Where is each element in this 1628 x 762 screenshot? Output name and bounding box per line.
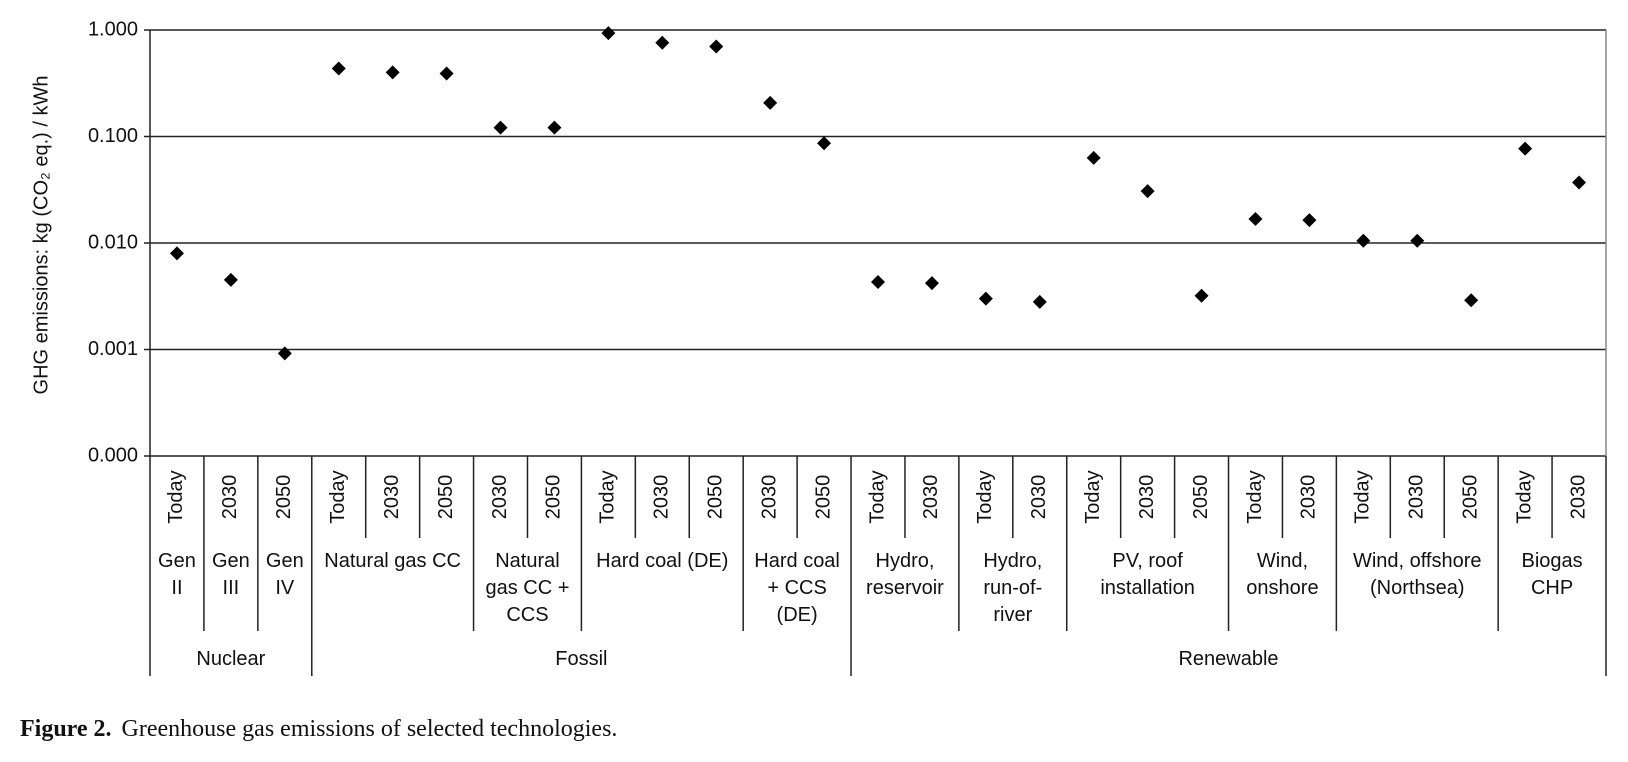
x-tick-label: Today [1513,470,1535,523]
technology-label: Hydro, run-of-river [983,550,1043,626]
x-tick-label: 2050 [543,475,565,520]
y-tick-label: 0.001 [88,338,138,360]
y-axis-label: GHG emissions: kg (CO₂ eq.) / kWh [30,76,52,395]
x-tick-label: 2030 [381,475,403,520]
point [1464,293,1479,308]
technology-label: Hard coal + CCS (DE) [754,550,840,626]
caption: Figure 2. Greenhouse gas emissions of sel… [20,716,617,743]
x-tick-label: Today [165,470,187,523]
x-tick-label: 2050 [1190,475,1212,520]
technology-label: Wind, offshore (Northsea) [1352,550,1482,599]
point [331,61,346,76]
x-tick-label: 2050 [435,475,457,520]
point [1248,212,1263,227]
point [978,291,993,306]
technology-label: Wind, onshore [1246,550,1319,599]
y-tick-label: 0.000 [88,444,138,466]
x-tick-label: 2030 [920,475,942,520]
technology-label: Natural gas CC + CCS [485,550,570,626]
x-tick-label: Today [327,470,349,523]
x-tick-label: 2030 [219,475,241,520]
point [1194,288,1209,303]
x-tick-label: 2030 [651,475,673,520]
x-tick-label: 2030 [758,475,780,520]
x-tick-label: Today [597,470,619,523]
x-tick-label: 2030 [1136,475,1158,520]
technology-label: Hydro, reservoir [866,550,944,599]
point [1518,141,1533,156]
point [439,66,454,81]
point [223,272,238,287]
caption-label: Figure 2. [20,716,112,742]
point [817,136,832,151]
x-tick-label: Today [974,470,996,523]
point [1032,294,1047,309]
technology-label: Hard coal (DE) [596,550,729,572]
x-tick-label: 2050 [273,475,295,520]
technology-label: PV, roof installation [1100,550,1195,599]
point [493,120,508,135]
x-tick-label: Today [1244,470,1266,523]
point [547,120,562,135]
point [169,246,184,261]
x-tick-label: 2030 [1298,475,1320,520]
x-tick-label: 2050 [705,475,727,520]
technology-label: Gen II [158,550,196,599]
x-tick-label: 2030 [489,475,511,519]
group-label: Nuclear [196,648,266,670]
x-tick-label: Today [1352,470,1374,523]
x-tick-label: 2030 [1028,475,1050,520]
point [709,39,724,54]
point [601,26,616,41]
x-tick-label: 2030 [1406,475,1428,520]
y-tick-label: 0.100 [88,125,138,147]
point [871,275,885,290]
caption-text: Greenhouse gas emissions of selected tec… [121,716,618,742]
group-label: Renewable [1178,648,1279,670]
point [924,276,939,291]
point [385,65,400,80]
x-tick-label: 2030 [1567,475,1589,520]
point [277,346,292,361]
point [1302,213,1317,228]
point [655,35,670,50]
y-tick-label: 0.010 [88,231,138,253]
point [1572,175,1587,190]
technology-label: Biogas CHP [1521,550,1583,599]
x-tick-label: Today [866,470,888,523]
point [1086,150,1101,165]
group-label: Fossil [555,648,608,670]
x-tick-label: 2050 [1459,475,1481,520]
x-tick-label: Today [1082,470,1104,523]
technology-label: Gen III [211,550,250,599]
point [763,95,778,110]
point [1410,233,1425,248]
point [1140,184,1155,199]
y-tick-label: 1.000 [88,18,138,40]
technology-label: Gen IV [265,550,304,599]
x-tick-label: 2050 [812,475,834,520]
point [1356,233,1371,248]
technology-label: Natural gas CC [324,550,461,572]
